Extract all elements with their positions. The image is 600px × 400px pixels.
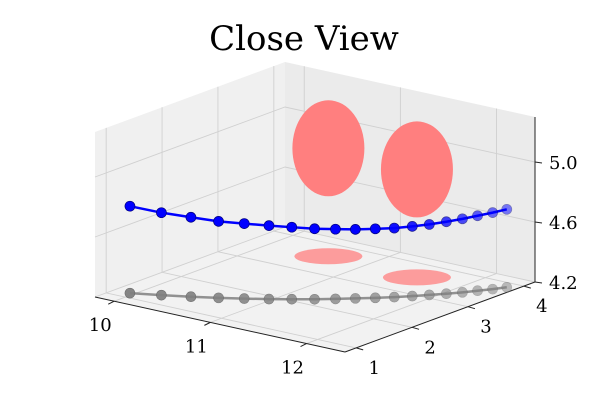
y-tick-label: 1 <box>368 358 379 379</box>
shadow-layer <box>124 248 513 305</box>
y-tick-mark <box>467 306 476 310</box>
series-marker <box>440 216 452 228</box>
shadow-marker <box>286 293 298 305</box>
z-tick-mark <box>534 161 543 164</box>
series-marker <box>423 219 435 230</box>
ellipse-shape <box>380 121 453 218</box>
shadow-marker <box>124 287 136 299</box>
ellipse-shadow <box>294 248 363 265</box>
y-tick-mark <box>356 347 364 351</box>
y-tick-mark <box>411 326 420 330</box>
series-marker <box>309 223 320 235</box>
series-marker <box>350 224 361 235</box>
series-marker <box>238 218 250 229</box>
shadow-marker <box>185 291 197 303</box>
series-layer <box>124 200 513 235</box>
x-tick-mark <box>108 300 115 305</box>
y-tick-label: 2 <box>424 337 435 358</box>
shadow-marker <box>330 293 341 305</box>
y-axis-line <box>344 281 536 353</box>
series-marker <box>388 222 400 234</box>
shadow-marker <box>441 288 452 300</box>
shadow-marker <box>472 285 483 297</box>
z-tick-label: 5.0 <box>549 153 578 174</box>
ellipse-shape <box>292 100 365 197</box>
shadow-marker <box>370 292 381 304</box>
series-marker <box>501 203 513 215</box>
series-marker <box>472 210 483 222</box>
shadow-marker <box>501 282 513 293</box>
series-marker <box>487 207 498 218</box>
shadow-marker <box>238 293 250 304</box>
axis-lines <box>94 117 536 353</box>
shadow-marker <box>423 289 435 301</box>
shadow-marker <box>213 292 224 304</box>
grid-line-z <box>94 106 536 178</box>
x-tick-label: 12 <box>281 358 304 379</box>
left-pane <box>95 62 285 297</box>
series-marker <box>263 220 275 231</box>
shadow-marker <box>350 293 361 304</box>
x-tick-label: 11 <box>185 336 208 357</box>
shadow-marker <box>457 287 468 298</box>
series-marker <box>330 223 341 235</box>
shadow-marker <box>309 293 320 305</box>
series-marker <box>213 216 224 227</box>
z-tick-label: 4.6 <box>549 213 578 234</box>
z-tick-mark <box>534 221 543 224</box>
y-tick-label: 4 <box>536 296 547 317</box>
ellipse-shadow <box>382 269 451 286</box>
series-marker <box>286 221 298 233</box>
shadow-marker <box>487 283 498 295</box>
chart-title: Close View <box>209 19 399 59</box>
x-tick-mark <box>300 343 307 347</box>
x-tick-label: 10 <box>89 315 112 336</box>
ellipse-layer <box>292 100 453 218</box>
series-marker <box>457 213 468 225</box>
y-tick-mark <box>523 285 531 289</box>
shadow-marker <box>263 293 275 305</box>
shadow-marker <box>406 290 418 302</box>
series-marker <box>185 211 197 223</box>
series-marker <box>156 207 167 219</box>
shadow-marker <box>156 289 167 301</box>
z-tick-mark <box>534 281 543 284</box>
x-tick-mark <box>204 321 211 326</box>
series-marker <box>369 223 381 235</box>
series-marker <box>406 221 418 232</box>
z-tick-label: 4.2 <box>549 273 578 294</box>
y-tick-label: 3 <box>480 317 491 338</box>
series-marker <box>124 200 136 212</box>
shadow-marker <box>388 291 400 303</box>
x-axis-line <box>94 296 346 353</box>
